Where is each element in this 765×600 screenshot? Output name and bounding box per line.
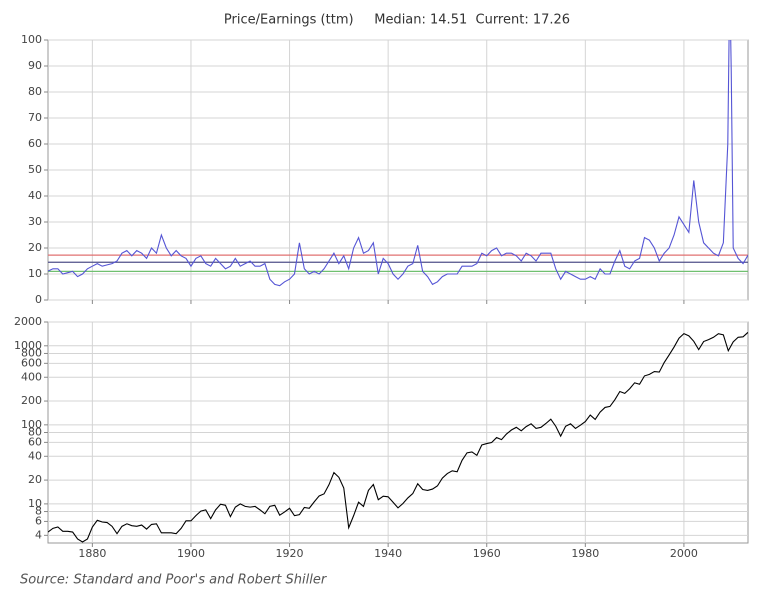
y-tick-label: 100 [21, 418, 42, 431]
x-tick-label: 1900 [177, 547, 205, 560]
y-tick-label: 100 [21, 33, 42, 46]
y-tick-label: 60 [28, 137, 42, 150]
y-tick-label: 60 [28, 435, 42, 448]
x-tick-label: 1920 [276, 547, 304, 560]
y-tick-label: 50 [28, 163, 42, 176]
y-tick-label: 1000 [14, 339, 42, 352]
x-tick-label: 2000 [670, 547, 698, 560]
y-tick-label: 80 [28, 426, 42, 439]
y-tick-label: 6 [35, 514, 42, 527]
y-tick-label: 800 [21, 346, 42, 359]
source-note: Source: Standard and Poor's and Robert S… [20, 573, 328, 588]
x-tick-label: 1960 [473, 547, 501, 560]
y-tick-label: 20 [28, 241, 42, 254]
x-tick-label: 1880 [78, 547, 106, 560]
y-tick-label: 2000 [14, 315, 42, 328]
y-tick-label: 4 [35, 528, 42, 541]
y-tick-label: 600 [21, 356, 42, 369]
y-tick-label: 10 [28, 497, 42, 510]
data-line [48, 40, 748, 287]
y-tick-label: 400 [21, 370, 42, 383]
y-tick-label: 90 [28, 59, 42, 72]
y-tick-label: 8 [35, 505, 42, 518]
y-tick-label: 30 [28, 215, 42, 228]
y-tick-label: 0 [35, 293, 42, 306]
x-tick-label: 1940 [374, 547, 402, 560]
data-line [48, 331, 748, 543]
y-tick-label: 10 [28, 267, 42, 280]
y-tick-label: 70 [28, 111, 42, 124]
y-tick-label: 80 [28, 85, 42, 98]
y-tick-label: 40 [28, 449, 42, 462]
y-tick-label: 200 [21, 394, 42, 407]
x-tick-label: 1980 [571, 547, 599, 560]
y-tick-label: 20 [28, 473, 42, 486]
chart-title: Price/Earnings (ttm) Median: 14.51 Curre… [224, 13, 570, 28]
y-tick-label: 40 [28, 189, 42, 202]
